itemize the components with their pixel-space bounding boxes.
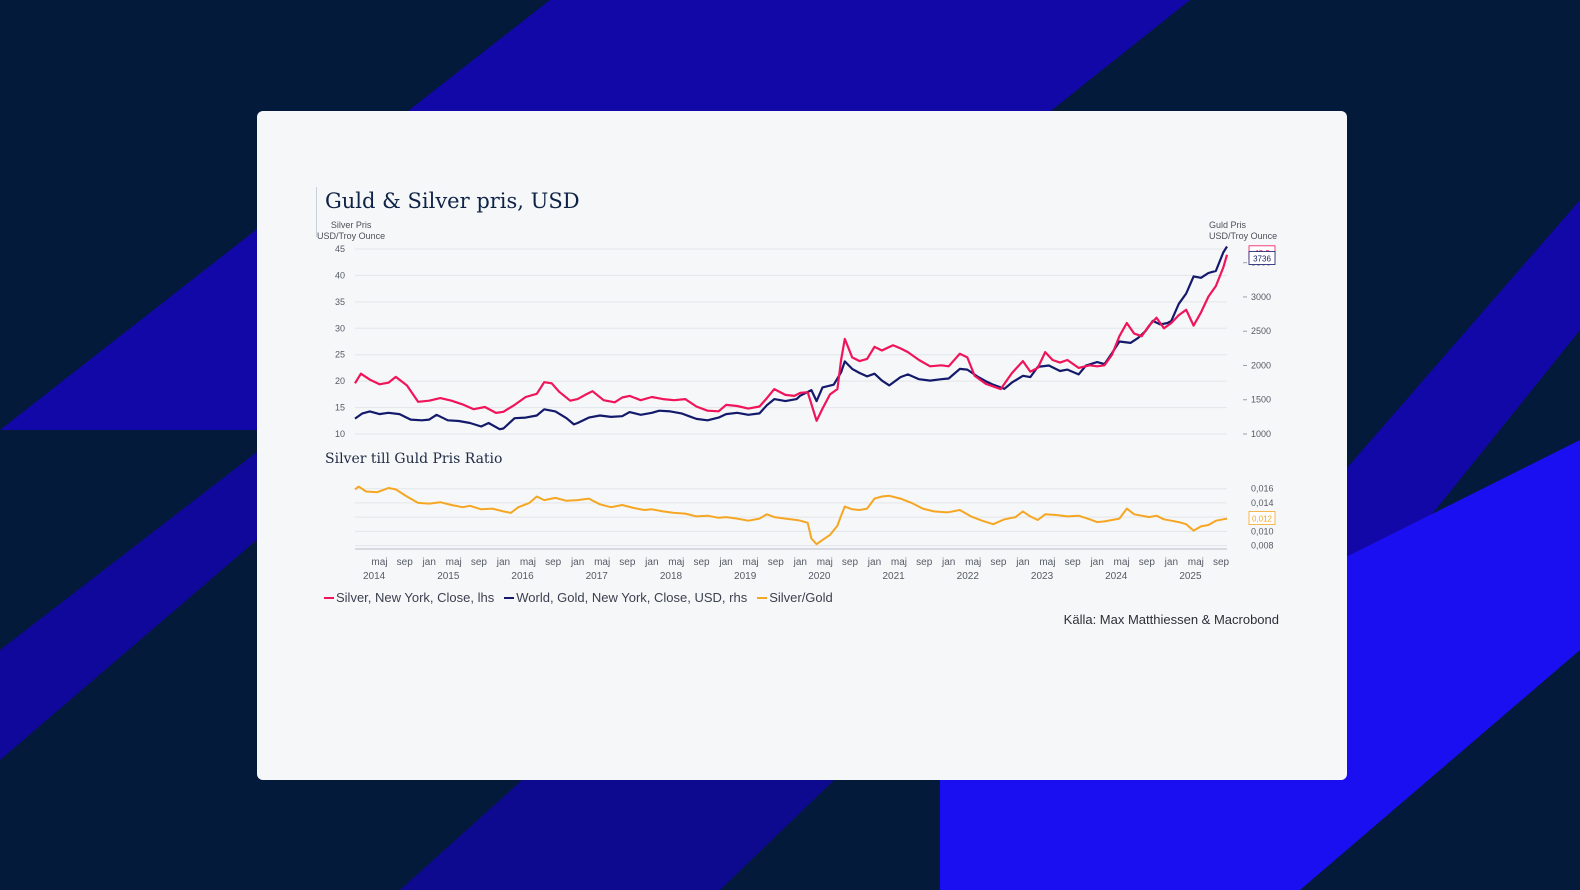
legend: Silver, New York, Close, lhs World, Gold…	[324, 590, 833, 605]
x-year-tick-label: 2017	[586, 571, 609, 582]
x-month-tick-label: jan	[422, 557, 436, 568]
right-tick-label: 1000	[1251, 429, 1271, 439]
x-month-tick-label: maj	[891, 557, 907, 568]
x-month-tick-label: maj	[965, 557, 981, 568]
chart-canvas: 4540353025201510350030002500200015001000…	[335, 244, 1276, 582]
legend-label-silver: Silver, New York, Close, lhs	[336, 590, 495, 605]
x-month-tick-label: sep	[1213, 557, 1230, 568]
right-tick-label: 1500	[1251, 395, 1271, 405]
left-tick-label: 20	[335, 376, 345, 386]
right-axis-label-text: Guld Pris USD/Troy Ounce	[1209, 220, 1278, 241]
x-month-tick-label: sep	[397, 557, 414, 568]
left-tick-label: 40	[335, 270, 345, 280]
x-year-tick-label: 2022	[957, 571, 980, 582]
x-month-tick-label: jan	[718, 557, 732, 568]
right-tick-label: 2000	[1251, 360, 1271, 370]
left-tick-label: 15	[335, 403, 345, 413]
right-tick-label: 3000	[1251, 292, 1271, 302]
x-month-tick-label: sep	[1065, 557, 1082, 568]
series-line-silver	[354, 254, 1229, 422]
x-month-tick-label: sep	[768, 557, 785, 568]
x-year-tick-label: 2024	[1105, 571, 1128, 582]
x-year-tick-label: 2025	[1179, 571, 1202, 582]
right-axis-label: Guld Pris USD/Troy Ounce	[1209, 220, 1277, 242]
x-month-tick-label: jan	[867, 557, 881, 568]
x-month-tick-label: sep	[545, 557, 562, 568]
x-month-tick-label: jan	[644, 557, 658, 568]
ratio-tick-label: 0,016	[1251, 484, 1274, 494]
x-year-tick-label: 2020	[808, 571, 831, 582]
x-month-tick-label: maj	[594, 557, 610, 568]
chart-title: Guld & Silver pris, USD	[325, 189, 580, 213]
x-month-tick-label: sep	[842, 557, 859, 568]
ratio-tick-label: 0,014	[1251, 498, 1274, 508]
x-month-tick-label: maj	[817, 557, 833, 568]
legend-item-gold: World, Gold, New York, Close, USD, rhs	[504, 590, 747, 605]
legend-swatch-gold	[504, 596, 515, 599]
left-axis-label: Silver Pris USD/Troy Ounce	[317, 220, 385, 242]
chart-card: Guld & Silver pris, USD Silver Pris USD/…	[257, 111, 1347, 780]
x-year-tick-label: 2016	[511, 571, 534, 582]
legend-swatch-ratio	[757, 596, 768, 599]
x-month-tick-label: maj	[371, 557, 387, 568]
end-label-ratio-box	[1248, 511, 1276, 525]
x-month-tick-label: sep	[619, 557, 636, 568]
x-month-tick-label: sep	[471, 557, 488, 568]
end-label-gold: 3736	[1253, 255, 1271, 264]
left-tick-label: 45	[335, 244, 345, 254]
x-month-tick-label: maj	[1039, 557, 1055, 568]
end-label-gold-box	[1248, 251, 1276, 265]
x-year-tick-label: 2014	[363, 571, 386, 582]
x-year-tick-label: 2018	[660, 571, 683, 582]
ratio-chart-title: Silver till Guld Pris Ratio	[325, 451, 503, 467]
left-tick-label: 35	[335, 297, 345, 307]
title-divider	[316, 187, 317, 237]
x-month-tick-label: sep	[990, 557, 1007, 568]
legend-label-ratio: Silver/Gold	[769, 590, 833, 605]
series-line-gold	[354, 245, 1228, 431]
series-line-ratio	[354, 485, 1228, 546]
source-note: Källa: Max Matthiessen & Macrobond	[1063, 612, 1279, 627]
x-month-tick-label: maj	[446, 557, 462, 568]
x-month-tick-label: maj	[742, 557, 758, 568]
x-year-tick-label: 2021	[882, 571, 905, 582]
x-month-tick-label: jan	[941, 557, 955, 568]
x-month-tick-label: sep	[916, 557, 933, 568]
ratio-tick-label: 0,008	[1251, 541, 1274, 551]
legend-item-ratio: Silver/Gold	[757, 590, 833, 605]
legend-label-gold: World, Gold, New York, Close, USD, rhs	[516, 590, 748, 605]
left-tick-label: 30	[335, 323, 345, 333]
x-month-tick-label: jan	[1089, 557, 1103, 568]
x-month-tick-label: maj	[668, 557, 684, 568]
right-tick-label: 2500	[1251, 326, 1271, 336]
x-month-tick-label: maj	[1114, 557, 1130, 568]
end-label-ratio: 0,012	[1252, 515, 1273, 524]
x-month-tick-label: sep	[1139, 557, 1156, 568]
x-year-tick-label: 2023	[1031, 571, 1054, 582]
x-year-tick-label: 2015	[437, 571, 460, 582]
x-month-tick-label: jan	[496, 557, 510, 568]
left-tick-label: 10	[335, 429, 345, 439]
x-month-tick-label: jan	[1015, 557, 1029, 568]
x-month-tick-label: maj	[520, 557, 536, 568]
left-axis-label-text: Silver Pris USD/Troy Ounce	[317, 220, 386, 241]
x-month-tick-label: jan	[1164, 557, 1178, 568]
x-month-tick-label: jan	[793, 557, 807, 568]
x-year-tick-label: 2019	[734, 571, 757, 582]
x-month-tick-label: jan	[570, 557, 584, 568]
legend-swatch-silver	[324, 596, 334, 599]
x-month-tick-label: maj	[1188, 557, 1204, 568]
ratio-tick-label: 0,010	[1251, 526, 1274, 536]
left-tick-label: 25	[335, 350, 345, 360]
legend-item-silver: Silver, New York, Close, lhs	[324, 590, 494, 605]
x-month-tick-label: sep	[694, 557, 711, 568]
